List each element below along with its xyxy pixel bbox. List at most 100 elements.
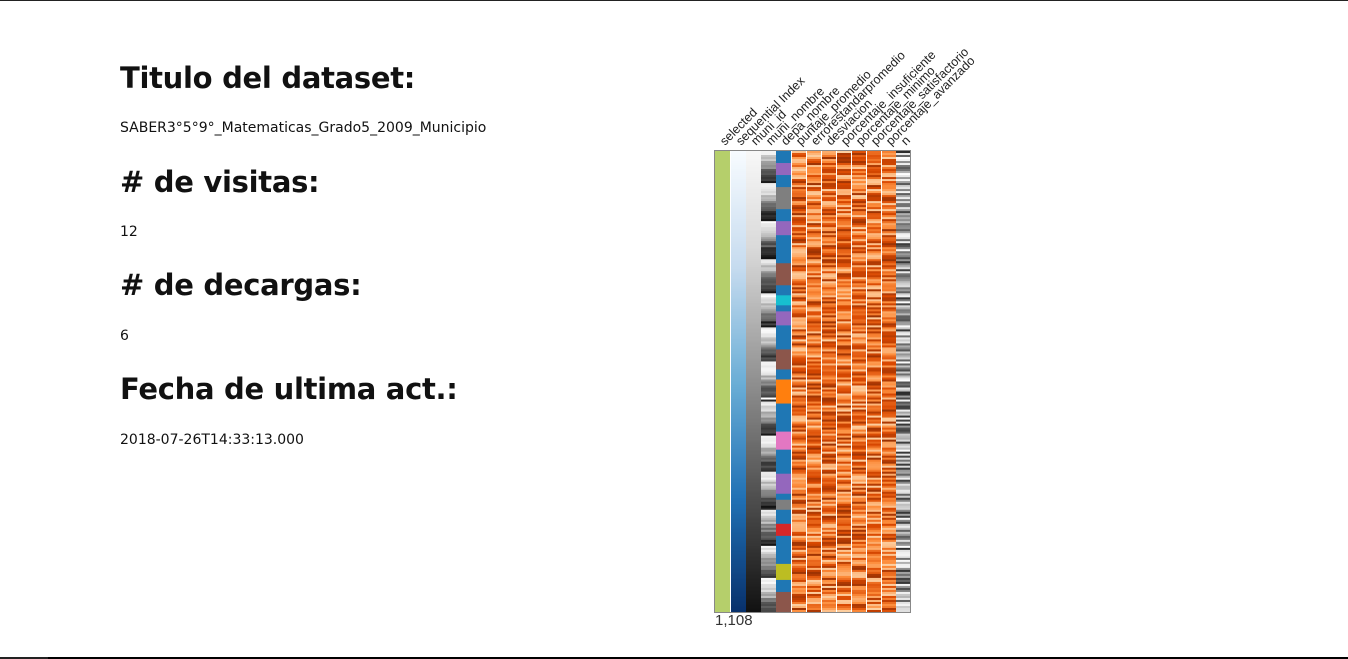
- strip-cell: [881, 329, 896, 332]
- strip-cell: [791, 391, 806, 395]
- strip-cell: [746, 181, 761, 184]
- strip-cell: [746, 255, 761, 258]
- strip-cell: [866, 481, 881, 485]
- strip-cell: [881, 471, 896, 475]
- strip-cell: [761, 155, 776, 158]
- strip-cell: [791, 487, 806, 491]
- column-puntaje_promedio[interactable]: [791, 151, 806, 613]
- strip-cell: [836, 377, 851, 380]
- strip-cell: [821, 243, 836, 246]
- strip-cell: [851, 349, 866, 352]
- strip-cell: [821, 313, 836, 316]
- column-n[interactable]: [896, 151, 911, 613]
- strip-cell: [881, 425, 896, 429]
- strip-cell: [806, 321, 821, 324]
- strip-cell: [731, 543, 746, 547]
- strip-cell: [851, 167, 866, 170]
- strip-cell: [746, 487, 761, 491]
- strip-cell: [866, 555, 881, 559]
- strip-cell: [731, 283, 746, 286]
- strip-cell: [821, 239, 836, 242]
- column-errorestandarpromedio[interactable]: [806, 151, 821, 613]
- strip-cell: [806, 431, 821, 435]
- strip-cell: [851, 507, 866, 511]
- strip-cell: [866, 171, 881, 174]
- strip-cell: [881, 585, 896, 589]
- strip-cell: [851, 413, 866, 417]
- strip-cell: [746, 331, 761, 334]
- strip-cell: [746, 529, 761, 533]
- strip-cell: [881, 451, 896, 455]
- strip-cell: [731, 401, 746, 405]
- strip-cell: [761, 379, 776, 382]
- strip-cell: [761, 237, 776, 240]
- strip-cell: [791, 329, 806, 332]
- strip-cell: [851, 363, 866, 366]
- strip-cell: [791, 297, 806, 300]
- strip-cell: [851, 185, 866, 188]
- column-strips[interactable]: [715, 151, 911, 613]
- strip-cell: [851, 509, 866, 513]
- strip-cell: [881, 183, 896, 186]
- strip-cell: [746, 265, 761, 268]
- strip-cell: [806, 515, 821, 519]
- strip-cell: [851, 433, 866, 437]
- strip-cell: [866, 579, 881, 583]
- column-desviacion[interactable]: [821, 151, 836, 613]
- column-selected[interactable]: [715, 151, 730, 612]
- strip-cell: [761, 247, 776, 250]
- strip-cell: [806, 523, 821, 527]
- strip-cell: [821, 427, 836, 431]
- column-muni_id[interactable]: [746, 151, 761, 613]
- strip-cell: [881, 445, 896, 449]
- strip-cell: [806, 305, 821, 308]
- strip-cell: [761, 395, 776, 399]
- strip-cell: [806, 509, 821, 513]
- strip-cell: [851, 517, 866, 521]
- strip-cell: [791, 163, 806, 166]
- strip-cell: [836, 545, 851, 549]
- dataset-title-heading: Titulo del dataset:: [120, 61, 416, 95]
- strip-cell: [851, 205, 866, 208]
- strip-cell: [806, 553, 821, 557]
- strip-cell: [851, 559, 866, 563]
- column-porcentaje_insuficiente[interactable]: [836, 151, 851, 613]
- column-sequential-index[interactable]: [731, 151, 746, 613]
- column-porcentaje_minimo[interactable]: [851, 151, 866, 613]
- strip-cell: [866, 175, 881, 178]
- strip-cell: [746, 297, 761, 300]
- strip-cell: [761, 331, 776, 334]
- strip-cell: [731, 175, 746, 178]
- strip-cell: [896, 305, 911, 308]
- strip-cell: [761, 535, 776, 539]
- strip-cell: [746, 197, 761, 200]
- strip-cell: [806, 519, 821, 523]
- strip-cell: [881, 559, 896, 563]
- column-porcentaje_satisfactorio[interactable]: [866, 151, 881, 613]
- strip-cell: [896, 435, 911, 439]
- strip-cell: [896, 251, 911, 254]
- strip-cell: [806, 235, 821, 238]
- strip-cell: [746, 537, 761, 541]
- strip-cell: [821, 177, 836, 180]
- strip-cell: [791, 483, 806, 487]
- strip-cell: [881, 255, 896, 258]
- strip-cell: [791, 337, 806, 340]
- strip-cell: [731, 385, 746, 389]
- strip-cell: [806, 259, 821, 262]
- strip-cell: [866, 357, 881, 360]
- strip-cell: [821, 309, 836, 312]
- strip-cell: [821, 475, 836, 479]
- strip-cell: [866, 429, 881, 433]
- strip-cell: [731, 603, 746, 607]
- column-porcentaje_avanzado[interactable]: [881, 151, 896, 613]
- column-depa_nombre[interactable]: [776, 151, 791, 613]
- strip-cell: [806, 427, 821, 431]
- column-muni_nombre[interactable]: [761, 151, 776, 613]
- strip-cell: [791, 241, 806, 244]
- strip-cell: [791, 263, 806, 266]
- strip-cell: [836, 445, 851, 449]
- strip-cell: [821, 473, 836, 477]
- strip-cell: [821, 155, 836, 158]
